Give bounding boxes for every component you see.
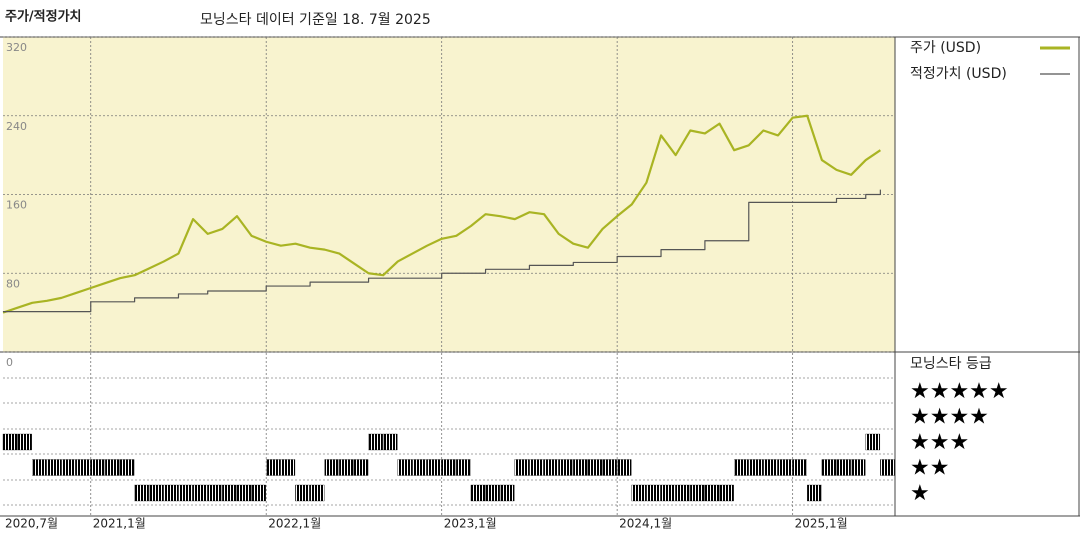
rating-bar (280, 459, 296, 476)
rating-bar (134, 484, 149, 502)
rating-bar (646, 484, 661, 502)
chart-title: 주가/적정가치 (5, 9, 82, 25)
x-tick-label: 2020,7월 (5, 517, 58, 531)
rating-bar (75, 459, 91, 476)
rating-bar (850, 459, 866, 476)
rating-bar (251, 484, 266, 502)
rating-bar (309, 484, 325, 502)
rating-bar (675, 484, 690, 502)
rating-bar (412, 459, 427, 476)
rating-bar (207, 484, 222, 502)
rating-bar (456, 459, 471, 476)
rating-bar (32, 459, 47, 476)
legend-label: 주가 (USD) (910, 40, 981, 56)
rating-bar (660, 484, 676, 502)
rating-bar (485, 484, 500, 502)
rating-bar (163, 484, 179, 502)
rating-bar (792, 459, 807, 476)
rating-bar (119, 459, 135, 476)
rating-bar (587, 459, 603, 476)
rating-bar (46, 459, 62, 476)
rating-bar (192, 484, 208, 502)
y-tick-label: 320 (6, 41, 27, 54)
y-tick-label: 160 (6, 199, 27, 212)
rating-bar (426, 459, 442, 476)
x-tick-label: 2025,1월 (795, 517, 848, 531)
rating-bar (763, 459, 778, 476)
rating-bar (441, 459, 456, 476)
rating-bar (295, 484, 310, 502)
y-tick-label: 0 (6, 356, 13, 369)
rating-bar (748, 459, 764, 476)
rating-bar (222, 484, 237, 502)
rating-bar (324, 459, 339, 476)
series-line (2, 114, 881, 314)
rating-bar (733, 459, 749, 476)
rating-bar (470, 484, 486, 502)
rating-bar (2, 433, 18, 451)
x-tick-label: 2021,1월 (93, 517, 146, 531)
rating-bar (704, 484, 720, 502)
rating-bar (339, 459, 354, 476)
rating-bar (617, 459, 632, 476)
rating-bar (573, 459, 588, 476)
rating-bar (880, 459, 895, 476)
rating-bar (543, 459, 559, 476)
rating-bar (397, 459, 413, 476)
rating-bar (558, 459, 573, 476)
series-line (3, 189, 881, 313)
rating-bar (529, 459, 544, 476)
rating-bar (807, 484, 822, 502)
rating-bar (514, 459, 530, 476)
rating-bar (821, 459, 837, 476)
chart-subtitle: 모닝스타 데이터 기준일 18. 7월 2025 (200, 12, 431, 28)
rating-bar (602, 459, 617, 476)
x-tick-label: 2024,1월 (619, 517, 672, 531)
rating-bar (178, 484, 193, 502)
rating-bar (353, 459, 369, 476)
y-tick-label: 240 (6, 120, 27, 133)
ratings-title: 모닝스타 등급 (910, 356, 992, 372)
legend-label: 적정가치 (USD) (910, 66, 1007, 82)
rating-bar (149, 484, 164, 502)
rating-bar (836, 459, 851, 476)
rating-bar (631, 484, 647, 502)
rating-bar (90, 459, 106, 476)
rating-bar (105, 459, 120, 476)
rating-bar (865, 433, 881, 451)
rating-bar (266, 459, 281, 476)
rating-rows (3, 377, 895, 506)
rating-bar (61, 459, 76, 476)
rating-label: ★ (910, 481, 930, 506)
rating-bar (777, 459, 793, 476)
rating-bar (236, 484, 252, 502)
rating-bar (17, 433, 32, 451)
rating-bar (383, 433, 398, 451)
rating-bar (690, 484, 705, 502)
rating-label: ★★★★★ (910, 379, 1009, 404)
x-tick-label: 2023,1월 (444, 517, 497, 531)
y-tick-label: 80 (6, 277, 20, 290)
x-tick-label: 2022,1월 (268, 517, 321, 531)
rating-bar (500, 484, 515, 502)
rating-label: ★★ (910, 456, 949, 481)
rating-label: ★★★★ (910, 405, 989, 430)
rating-label: ★★★ (910, 430, 969, 455)
rating-bar (368, 433, 383, 451)
rating-bar (719, 484, 734, 502)
